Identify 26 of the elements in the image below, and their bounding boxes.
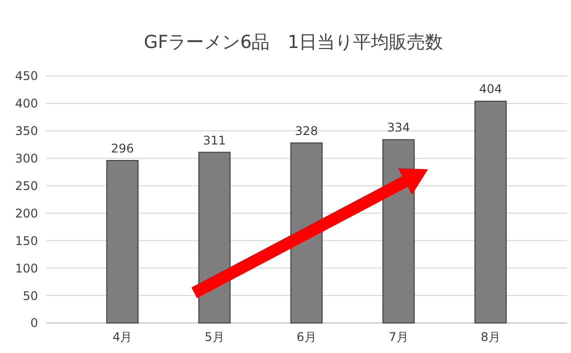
chart-title: GFラーメン6品 1日当り平均販売数 [144,32,444,53]
bar [474,100,507,324]
data-label: 296 [110,142,134,156]
bar [382,139,415,324]
x-tick-label: 8月 [480,330,500,344]
data-label: 328 [295,124,318,138]
bar [198,152,231,324]
x-tick-label: 5月 [204,330,224,344]
x-tick-label: 7月 [388,330,408,344]
data-label: 311 [202,133,226,148]
data-label: 334 [387,120,410,135]
bar [290,142,323,324]
y-tick-label: 350 [15,124,38,138]
y-tick-label: 150 [15,234,38,248]
y-tick-label: 300 [15,152,38,166]
y-tick-label: 0 [30,316,38,330]
y-tick-label: 100 [15,261,38,276]
y-tick-label: 400 [15,96,38,111]
y-tick-label: 200 [15,206,38,220]
y-tick-label: 250 [15,178,38,193]
x-tick-label: 4月 [112,330,132,344]
data-label: 404 [479,82,502,96]
x-tick-label: 6月 [296,330,316,344]
y-tick-label: 450 [15,69,38,84]
bar [106,160,139,324]
y-tick-label: 50 [22,288,38,303]
